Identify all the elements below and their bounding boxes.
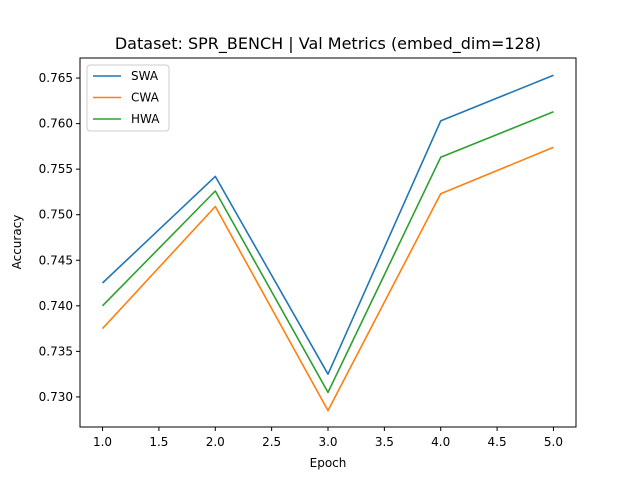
legend: SWA CWA HWA (86, 64, 170, 132)
x-tick-label: 4.5 (488, 435, 507, 449)
x-tick-label: 3.5 (375, 435, 394, 449)
chart-title: Dataset: SPR_BENCH | Val Metrics (embed_… (115, 34, 541, 54)
x-tick-label: 3.0 (318, 435, 337, 449)
legend-label-swa: SWA (131, 69, 159, 83)
y-tick-label: 0.760 (39, 117, 73, 131)
y-tick-label: 0.740 (39, 299, 73, 313)
y-axis: 0.730 0.735 0.740 0.745 0.750 0.755 0.760 0.765 (39, 71, 80, 404)
y-tick-label: 0.730 (39, 390, 73, 404)
x-tick-label: 1.5 (149, 435, 168, 449)
x-axis-label: Epoch (310, 456, 347, 470)
series-line-swa (101, 74, 554, 376)
y-tick-label: 0.735 (39, 344, 73, 358)
legend-label-cwa: CWA (131, 91, 160, 105)
series-line-cwa (101, 146, 554, 412)
y-tick-label: 0.755 (39, 162, 73, 176)
plot-lines (101, 74, 554, 412)
series-line-hwa (101, 111, 554, 394)
x-axis: 1.0 1.5 2.0 2.5 3.0 3.5 4.0 4.5 5.0 (93, 427, 563, 449)
x-tick-label: 5.0 (544, 435, 563, 449)
y-tick-label: 0.750 (39, 208, 73, 222)
x-tick-label: 2.0 (206, 435, 225, 449)
y-tick-label: 0.765 (39, 71, 73, 85)
x-tick-label: 4.0 (431, 435, 450, 449)
y-axis-label: Accuracy (10, 215, 24, 270)
legend-box (86, 64, 170, 132)
x-tick-label: 2.5 (262, 435, 281, 449)
x-tick-label: 1.0 (93, 435, 112, 449)
y-tick-label: 0.745 (39, 253, 73, 267)
legend-label-hwa: HWA (131, 112, 160, 126)
